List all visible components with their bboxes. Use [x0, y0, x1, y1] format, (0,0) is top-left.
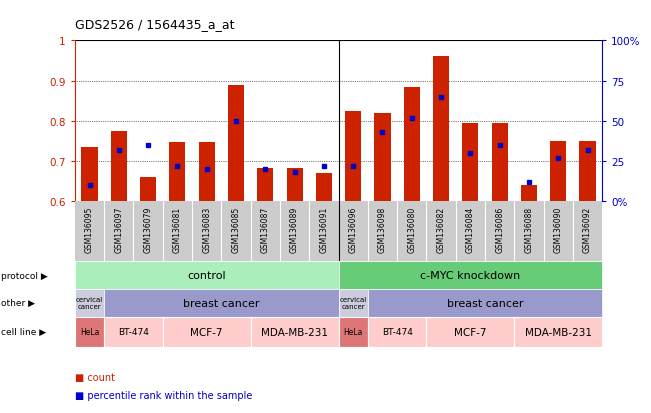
Bar	[104, 289, 339, 317]
Text: GSM136091: GSM136091	[320, 206, 328, 253]
Text: BT-474: BT-474	[381, 328, 413, 336]
Bar	[75, 262, 339, 289]
Text: GDS2526 / 1564435_a_at: GDS2526 / 1564435_a_at	[75, 18, 234, 31]
Bar	[163, 317, 251, 347]
Text: GSM136090: GSM136090	[554, 206, 562, 253]
Text: GSM136085: GSM136085	[232, 206, 240, 253]
Bar	[169, 142, 186, 202]
Bar	[462, 123, 478, 202]
Text: protocol ▶: protocol ▶	[1, 271, 48, 280]
Text: control: control	[187, 271, 226, 280]
Text: HeLa: HeLa	[344, 328, 363, 336]
Bar	[257, 169, 273, 202]
Text: GSM136079: GSM136079	[144, 206, 152, 253]
Bar	[339, 317, 368, 347]
Bar	[374, 114, 391, 202]
Text: GSM136092: GSM136092	[583, 206, 592, 253]
Bar	[339, 289, 368, 317]
Bar	[140, 178, 156, 202]
Text: GSM136084: GSM136084	[466, 206, 475, 253]
Bar	[316, 173, 332, 202]
Bar	[514, 317, 602, 347]
Text: GSM136086: GSM136086	[495, 206, 504, 253]
Bar	[368, 289, 602, 317]
Bar	[339, 262, 602, 289]
Bar	[81, 147, 98, 202]
Bar	[368, 317, 426, 347]
Text: other ▶: other ▶	[1, 299, 35, 308]
Text: MDA-MB-231: MDA-MB-231	[261, 327, 328, 337]
Text: c-MYC knockdown: c-MYC knockdown	[421, 271, 520, 280]
Bar	[492, 123, 508, 202]
Text: GSM136089: GSM136089	[290, 206, 299, 253]
Text: cell line ▶: cell line ▶	[1, 328, 46, 336]
Text: GSM136083: GSM136083	[202, 206, 211, 253]
Text: GSM136097: GSM136097	[115, 206, 123, 253]
Text: MCF-7: MCF-7	[454, 327, 486, 337]
Text: GSM136098: GSM136098	[378, 206, 387, 253]
Text: GSM136096: GSM136096	[349, 206, 357, 253]
Text: GSM136087: GSM136087	[261, 206, 270, 253]
Bar	[199, 142, 215, 202]
Text: ■ count: ■ count	[75, 372, 115, 382]
Bar	[433, 57, 449, 202]
Bar	[286, 169, 303, 202]
Text: BT-474: BT-474	[118, 328, 149, 336]
Text: breast cancer: breast cancer	[447, 298, 523, 308]
Text: HeLa: HeLa	[80, 328, 99, 336]
Bar	[75, 317, 104, 347]
Text: GSM136080: GSM136080	[408, 206, 416, 253]
Bar	[75, 289, 104, 317]
Text: GSM136081: GSM136081	[173, 206, 182, 252]
Bar	[404, 88, 420, 202]
Bar	[550, 142, 566, 202]
Text: MCF-7: MCF-7	[191, 327, 223, 337]
Text: MDA-MB-231: MDA-MB-231	[525, 327, 592, 337]
Bar	[251, 317, 339, 347]
Text: cervical
cancer: cervical cancer	[340, 297, 367, 310]
Bar	[345, 112, 361, 202]
Bar	[228, 86, 244, 202]
Text: breast cancer: breast cancer	[183, 298, 260, 308]
Bar	[426, 317, 514, 347]
Text: GSM136095: GSM136095	[85, 206, 94, 253]
Bar	[111, 131, 127, 202]
Bar	[104, 317, 163, 347]
Text: ■ percentile rank within the sample: ■ percentile rank within the sample	[75, 390, 252, 400]
Bar	[579, 142, 596, 202]
Bar	[521, 185, 537, 202]
Text: cervical
cancer: cervical cancer	[76, 297, 103, 310]
Text: GSM136088: GSM136088	[525, 206, 533, 252]
Text: GSM136082: GSM136082	[437, 206, 445, 252]
